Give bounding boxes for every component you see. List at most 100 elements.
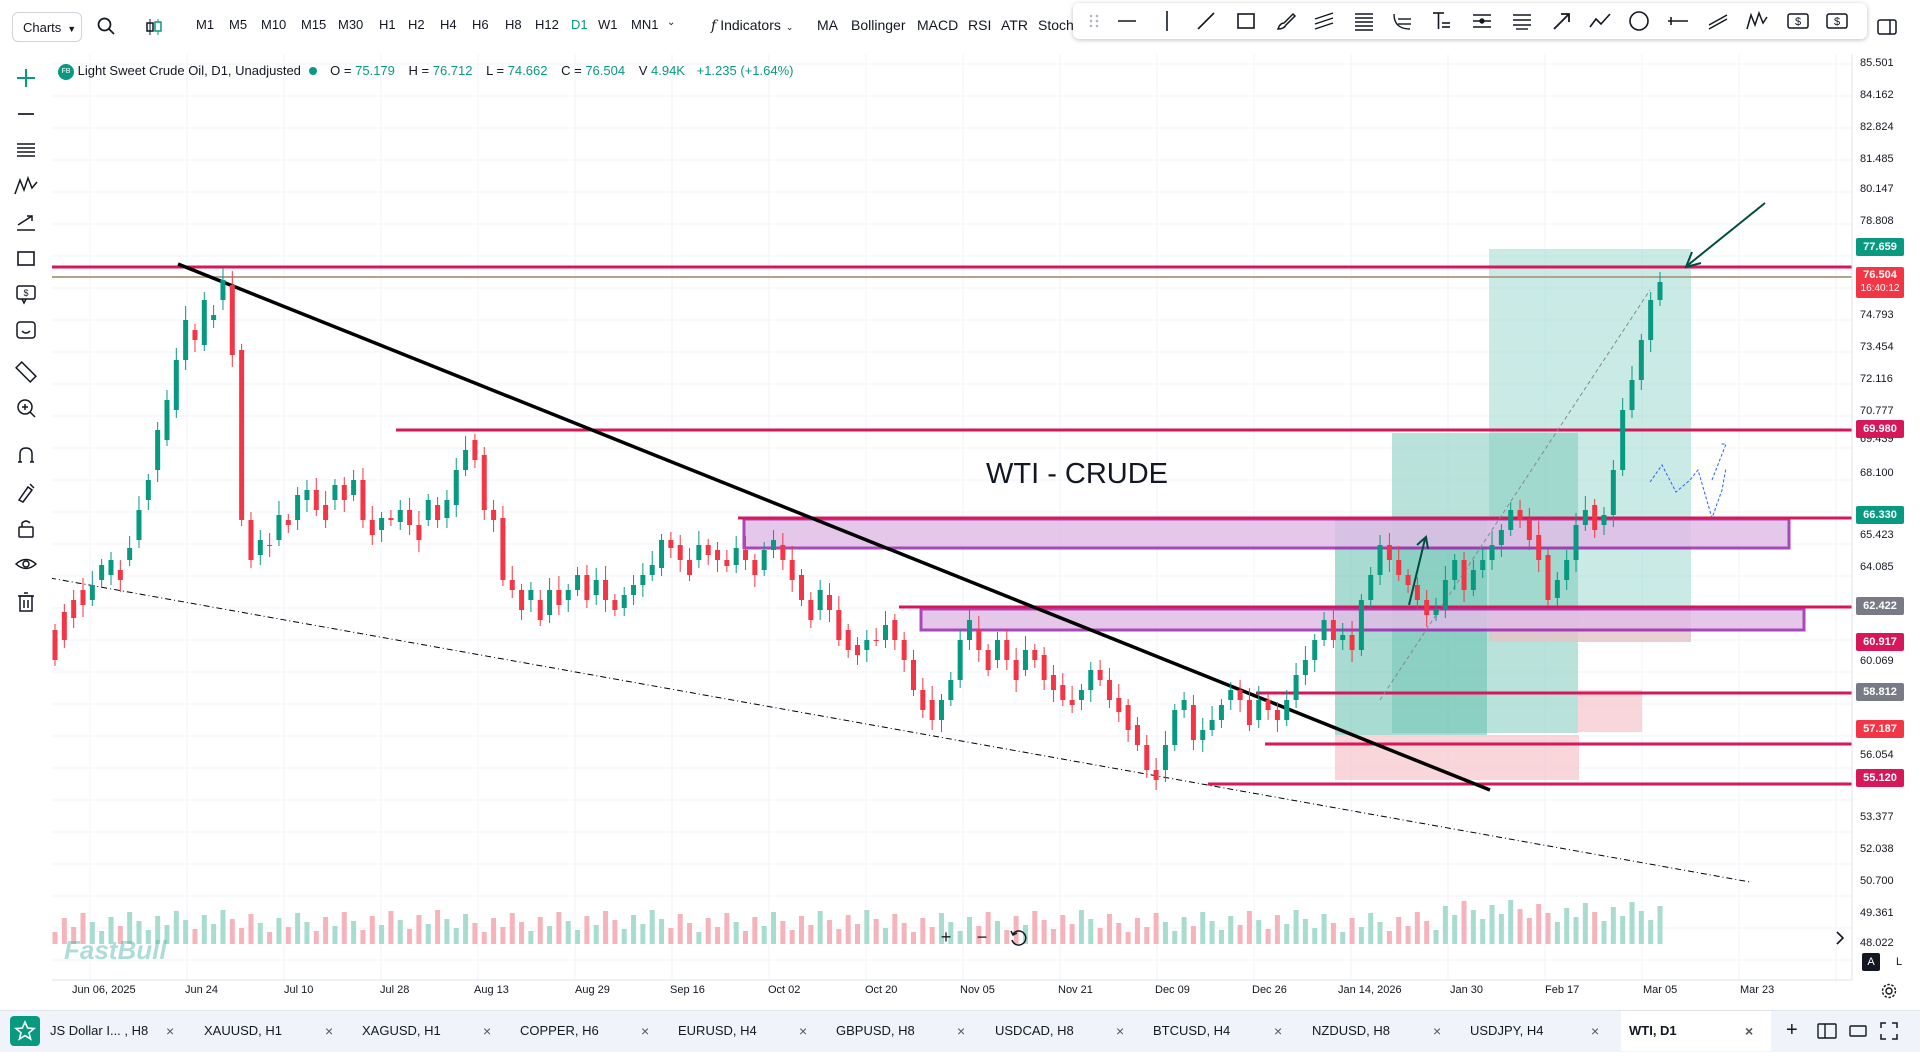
timeframe-h1-button[interactable]: H1	[379, 17, 396, 32]
symbol-name[interactable]: Light Sweet Crude Oil, D1, Unadjusted	[77, 63, 301, 78]
arrow-tool-icon[interactable]	[1548, 7, 1576, 35]
reset-chart-icon[interactable]	[1008, 928, 1028, 948]
path-tool-icon[interactable]	[1586, 7, 1614, 35]
close-tab-icon[interactable]: ×	[799, 1023, 808, 1039]
indicator-ma-button[interactable]: MA	[817, 17, 838, 33]
chart-tab[interactable]: WTI, D1 ×	[1621, 1011, 1771, 1051]
chart-tab[interactable]: COPPER, H6 ×	[512, 1011, 667, 1051]
close-tab-icon[interactable]: ×	[1116, 1023, 1125, 1039]
candle-type-icon[interactable]	[144, 18, 164, 41]
fib-tool-icon[interactable]	[12, 136, 40, 164]
timeframe-h2-button[interactable]: H2	[408, 17, 425, 32]
circle-tool-icon[interactable]	[1625, 7, 1653, 35]
panel-collapse-icon[interactable]	[1876, 16, 1898, 38]
timeframe-d1-button[interactable]: D1	[571, 17, 588, 32]
parallel-channel-icon[interactable]	[1310, 7, 1338, 35]
log-scale-button[interactable]: L	[1895, 956, 1903, 968]
chart-tab[interactable]: XAGUSD, H1 ×	[354, 1011, 509, 1051]
pattern-tool-icon[interactable]	[12, 172, 40, 200]
horizontal-ray-icon[interactable]	[1664, 7, 1692, 35]
close-tab-icon[interactable]: ×	[641, 1023, 650, 1039]
price-axis[interactable]: 85.501 84.162 82.824 81.485 80.147 78.808 74.7…	[1852, 54, 1920, 984]
time-axis[interactable]: Jun 06, 2025 Jun 24 Jul 10 Jul 28 Aug 13 Aug …	[52, 980, 1852, 1002]
horizontal-line-icon[interactable]	[1113, 7, 1141, 35]
close-tab-icon[interactable]: ×	[166, 1023, 175, 1039]
chart-tab[interactable]: USDJPY, H4 ×	[1462, 1011, 1617, 1051]
price-tick-label: 56.054	[1860, 749, 1894, 761]
text-tool-icon[interactable]	[1427, 7, 1455, 35]
forecast-tool-icon[interactable]	[12, 208, 40, 236]
indicator-macd-button[interactable]: MACD	[917, 17, 959, 33]
add-tab-button[interactable]: +	[1786, 1019, 1798, 1041]
close-tab-icon[interactable]: ×	[1745, 1023, 1754, 1039]
trend-line-icon[interactable]	[1192, 7, 1220, 35]
drag-handle-icon[interactable]	[1081, 7, 1109, 35]
short-position-icon[interactable]: $	[1823, 7, 1851, 35]
close-tab-icon[interactable]: ×	[325, 1023, 334, 1039]
window-mode-icon[interactable]	[1849, 1023, 1867, 1039]
close-tab-icon[interactable]: ×	[1433, 1023, 1442, 1039]
timeframe-h6-button[interactable]: H6	[472, 17, 489, 32]
close-tab-icon[interactable]: ×	[1591, 1023, 1600, 1039]
zoom-in-icon[interactable]	[12, 394, 40, 422]
price-chart[interactable]	[0, 0, 1920, 1010]
chart-tab[interactable]: GBPUSD, H8 ×	[828, 1011, 983, 1051]
chart-settings-gear-icon[interactable]	[1880, 982, 1898, 1000]
chart-tab[interactable]: NZDUSD, H8 ×	[1304, 1011, 1459, 1051]
timeframe-dropdown-icon[interactable]: ⌄	[667, 17, 676, 28]
brush-icon[interactable]	[1272, 7, 1300, 35]
timeframe-m10-button[interactable]: M10	[261, 17, 287, 32]
emoji-icon[interactable]	[12, 316, 40, 344]
timeframe-m5-button[interactable]: M5	[229, 17, 248, 32]
timeframe-h4-button[interactable]: H4	[440, 17, 457, 32]
search-icon[interactable]	[97, 17, 117, 37]
timeframe-m30-button[interactable]: M30	[338, 17, 364, 32]
auto-scale-button[interactable]: A	[1862, 953, 1880, 971]
timeframe-w1-button[interactable]: W1	[598, 17, 618, 32]
fullscreen-icon[interactable]	[1880, 1022, 1898, 1040]
fib-retracement-icon[interactable]	[1350, 7, 1378, 35]
channel-lines-icon[interactable]	[1704, 7, 1732, 35]
pattern-tool-icon[interactable]	[1743, 7, 1771, 35]
fib-extension-icon[interactable]	[1388, 7, 1416, 35]
crosshair-plus-icon[interactable]	[12, 64, 40, 92]
timeframe-mn1-button[interactable]: MN1	[631, 17, 659, 32]
ruler-icon[interactable]	[12, 358, 40, 386]
annotation-note-icon[interactable]: $	[12, 280, 40, 308]
long-position-icon[interactable]: $	[1784, 7, 1812, 35]
zoom-in-button[interactable]: +	[940, 927, 952, 947]
magnet-icon[interactable]	[12, 442, 40, 470]
shape-rectangle-icon[interactable]	[12, 244, 40, 272]
rectangle-icon[interactable]	[1232, 7, 1260, 35]
pitchfork-icon[interactable]	[1508, 7, 1536, 35]
chart-tab[interactable]: JS Dollar I... , H8 ×	[42, 1011, 192, 1051]
timeframe-m1-button[interactable]: M1	[196, 17, 215, 32]
indicator-atr-button[interactable]: ATR	[1001, 17, 1028, 33]
chart-tab[interactable]: BTCUSD, H4 ×	[1145, 1011, 1300, 1051]
chart-tab[interactable]: USDCAD, H8 ×	[987, 1011, 1142, 1051]
indicator-bollinger-button[interactable]: Bollinger	[851, 17, 906, 33]
favorites-star-button[interactable]	[10, 1016, 40, 1046]
chart-tab[interactable]: XAUUSD, H1 ×	[196, 1011, 351, 1051]
layout-split-icon[interactable]	[1817, 1023, 1837, 1039]
vertical-line-icon[interactable]	[1153, 7, 1181, 35]
gann-fan-icon[interactable]	[1468, 7, 1496, 35]
close-tab-icon[interactable]: ×	[957, 1023, 966, 1039]
timeframe-h12-button[interactable]: H12	[535, 17, 559, 32]
close-tab-icon[interactable]: ×	[483, 1023, 492, 1039]
trash-icon[interactable]	[12, 588, 40, 616]
close-tab-icon[interactable]: ×	[1274, 1023, 1283, 1039]
timeframe-h8-button[interactable]: H8	[505, 17, 522, 32]
zoom-out-button[interactable]: −	[976, 927, 988, 947]
scroll-right-icon[interactable]	[1830, 928, 1850, 948]
indicators-button[interactable]: f Indicators ⌄	[711, 17, 793, 34]
lock-icon[interactable]	[12, 514, 40, 542]
charts-menu-button[interactable]: Charts ▼	[12, 12, 82, 42]
indicator-rsi-button[interactable]: RSI	[968, 17, 992, 33]
visibility-eye-icon[interactable]	[12, 550, 40, 578]
horizontal-line-icon[interactable]	[12, 100, 40, 128]
stay-in-drawing-mode-icon[interactable]	[12, 478, 40, 506]
indicator-stoch-button[interactable]: Stoch	[1038, 17, 1074, 33]
chart-tab[interactable]: EURUSD, H4 ×	[670, 1011, 825, 1051]
timeframe-m15-button[interactable]: M15	[301, 17, 327, 32]
